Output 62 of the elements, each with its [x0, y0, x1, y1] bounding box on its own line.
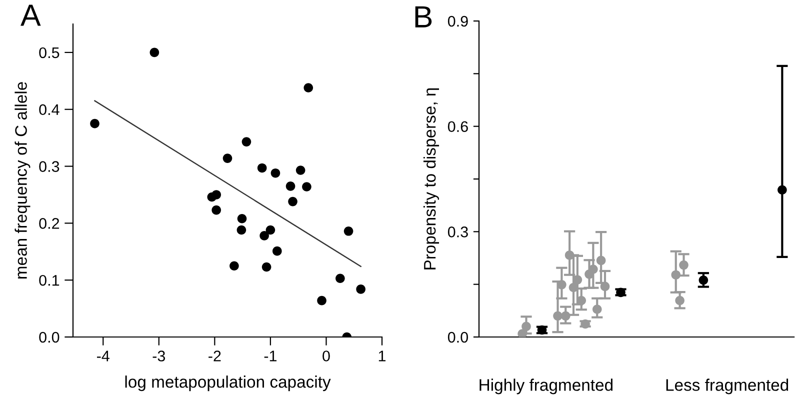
point [596, 256, 606, 266]
point [230, 261, 239, 271]
y-tick-label: 0.3 [448, 226, 468, 238]
x-tick-label: Highly fragmented [480, 378, 612, 394]
y-tick-label: 0.4 [39, 104, 60, 116]
x-tick-label: -2 [208, 350, 221, 362]
y-tick-label: 0.0 [39, 332, 60, 343]
x-tick-label: 0 [322, 350, 330, 362]
point [616, 288, 626, 298]
point [236, 225, 246, 235]
x-tick-label: -4 [97, 350, 110, 362]
point [671, 270, 681, 280]
point [90, 118, 100, 128]
x-tick-label: 1 [378, 350, 386, 362]
point [262, 262, 272, 272]
y-tick-label: 0.1 [39, 274, 60, 286]
y-tick-label: 0.5 [39, 47, 60, 58]
point [242, 137, 252, 146]
point [679, 260, 688, 270]
y-tick-label: 0.6 [448, 121, 468, 132]
chart-title: B [415, 6, 432, 28]
point [272, 246, 282, 256]
point [518, 329, 527, 337]
point [260, 231, 269, 240]
point [317, 296, 326, 306]
point [222, 154, 232, 163]
point [266, 225, 276, 235]
y-tick-label: 0.0 [448, 332, 468, 343]
point [600, 282, 610, 292]
point [304, 83, 314, 92]
point [336, 274, 345, 284]
x-axis-title: log metapopulation capacity [125, 376, 331, 392]
x-tick-label: -1 [264, 350, 276, 362]
point [560, 311, 570, 321]
y-axis-title: mean frequency of C allele [14, 82, 30, 279]
point [296, 166, 306, 175]
point [344, 226, 354, 236]
point [592, 304, 602, 314]
point [270, 168, 280, 178]
chart-title: A [20, 4, 41, 26]
point [553, 311, 562, 321]
point [237, 214, 247, 224]
point [675, 296, 684, 306]
point [302, 182, 312, 192]
point [212, 190, 222, 200]
point [522, 322, 531, 332]
point [537, 325, 547, 335]
point [564, 250, 574, 260]
point [778, 185, 787, 195]
y-tick-label: 0.9 [448, 16, 468, 27]
y-tick-label: 0.2 [39, 218, 60, 229]
y-tick-label: 0.3 [39, 161, 60, 172]
point [356, 284, 366, 294]
point [150, 48, 160, 58]
point [257, 163, 267, 173]
point [286, 182, 296, 191]
x-tick-label: -3 [152, 350, 166, 362]
y-axis-title: Propensity to disperse, η [423, 88, 440, 270]
point [698, 275, 708, 285]
point [288, 196, 298, 206]
x-tick-label: Less fragmented [666, 378, 788, 394]
point [212, 205, 222, 215]
